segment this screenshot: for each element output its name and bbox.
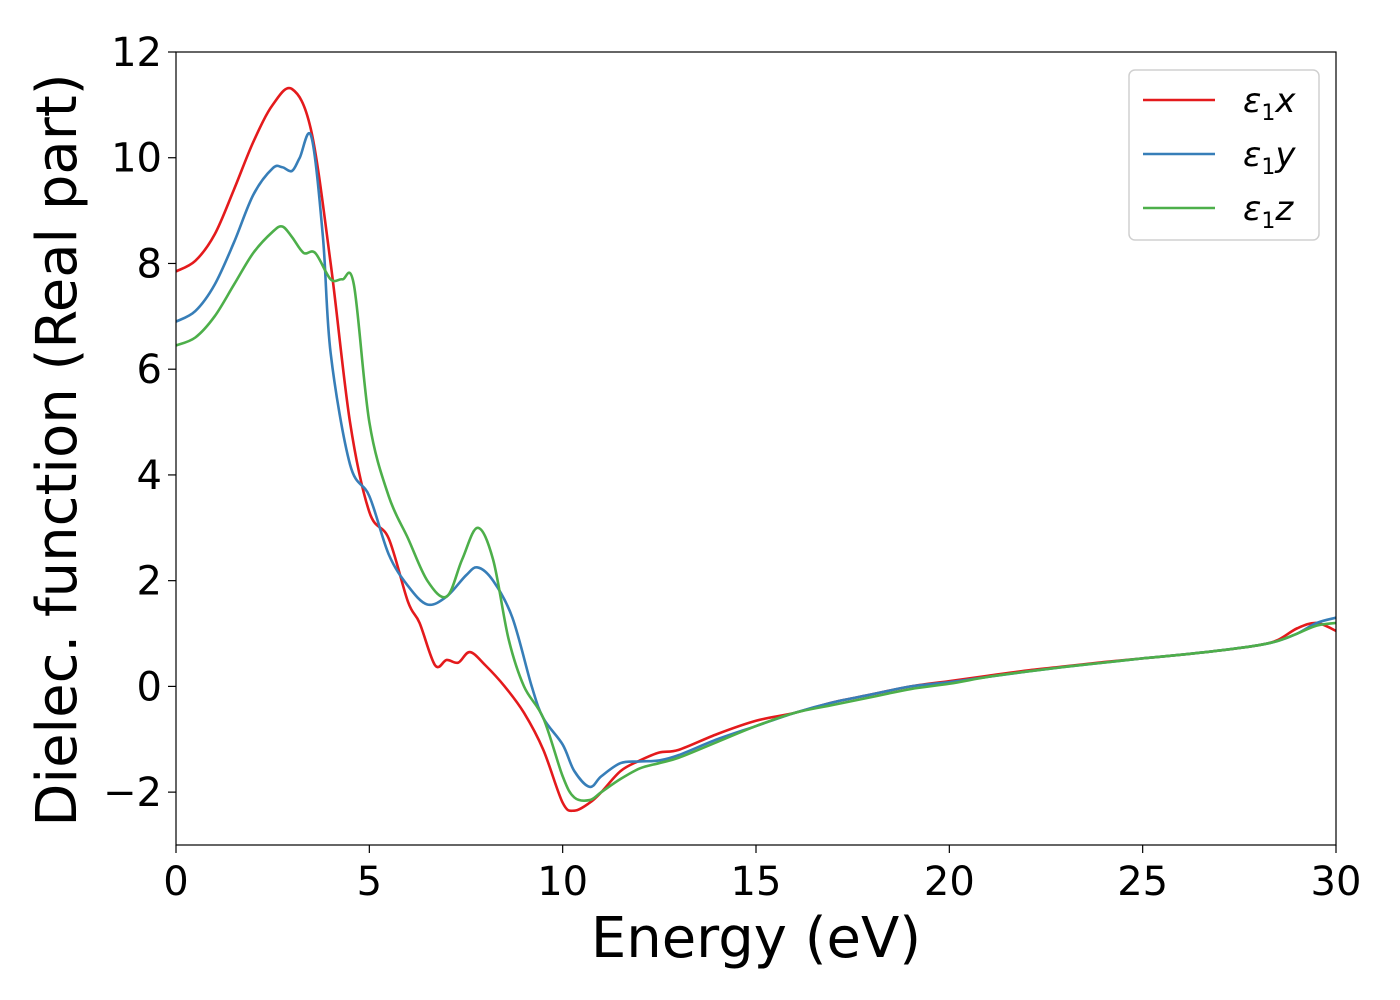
legend-label-y: ε1y: [1243, 135, 1296, 180]
y-tick-label: 4: [137, 453, 162, 499]
y-axis-ticks: −2 0 2 4 6 8 10 12: [103, 30, 176, 816]
series-group: [176, 86, 1336, 813]
y-tick-label: 8: [137, 241, 162, 287]
legend-symbol: ε: [1243, 135, 1261, 175]
x-tick-label: 30: [1311, 859, 1362, 905]
legend-symbol: ε: [1243, 81, 1261, 121]
y-tick-label: 0: [137, 664, 162, 710]
legend-label-x: ε1x: [1243, 81, 1296, 126]
legend-subscript: 1: [1261, 209, 1275, 234]
x-tick-label: 10: [537, 859, 588, 905]
legend-subscript: 1: [1261, 101, 1275, 126]
legend-variable: z: [1274, 189, 1294, 229]
series-line-z: [176, 224, 1336, 802]
legend-variable: y: [1274, 135, 1296, 175]
x-tick-label: 15: [731, 859, 782, 905]
y-tick-label: 12: [111, 30, 162, 76]
y-tick-label: 2: [137, 559, 162, 605]
legend-frame: [1128, 69, 1320, 241]
x-axis-title: Energy (eV): [591, 906, 921, 971]
y-tick-label: 6: [137, 347, 162, 393]
legend-subscript: 1: [1261, 155, 1275, 180]
x-tick-label: 0: [163, 859, 188, 905]
legend-label-z: ε1z: [1243, 189, 1294, 234]
y-axis-title: Dielec. function (Real part): [25, 73, 90, 826]
x-axis-ticks: 0 5 10 15 20 25 30: [163, 845, 1361, 905]
legend-symbol: ε: [1243, 189, 1261, 229]
x-tick-label: 5: [357, 859, 382, 905]
legend-variable: x: [1274, 81, 1296, 121]
y-tick-label: −2: [103, 770, 162, 816]
x-tick-label: 20: [924, 859, 975, 905]
y-tick-label: 10: [111, 136, 162, 182]
x-tick-label: 25: [1117, 859, 1168, 905]
